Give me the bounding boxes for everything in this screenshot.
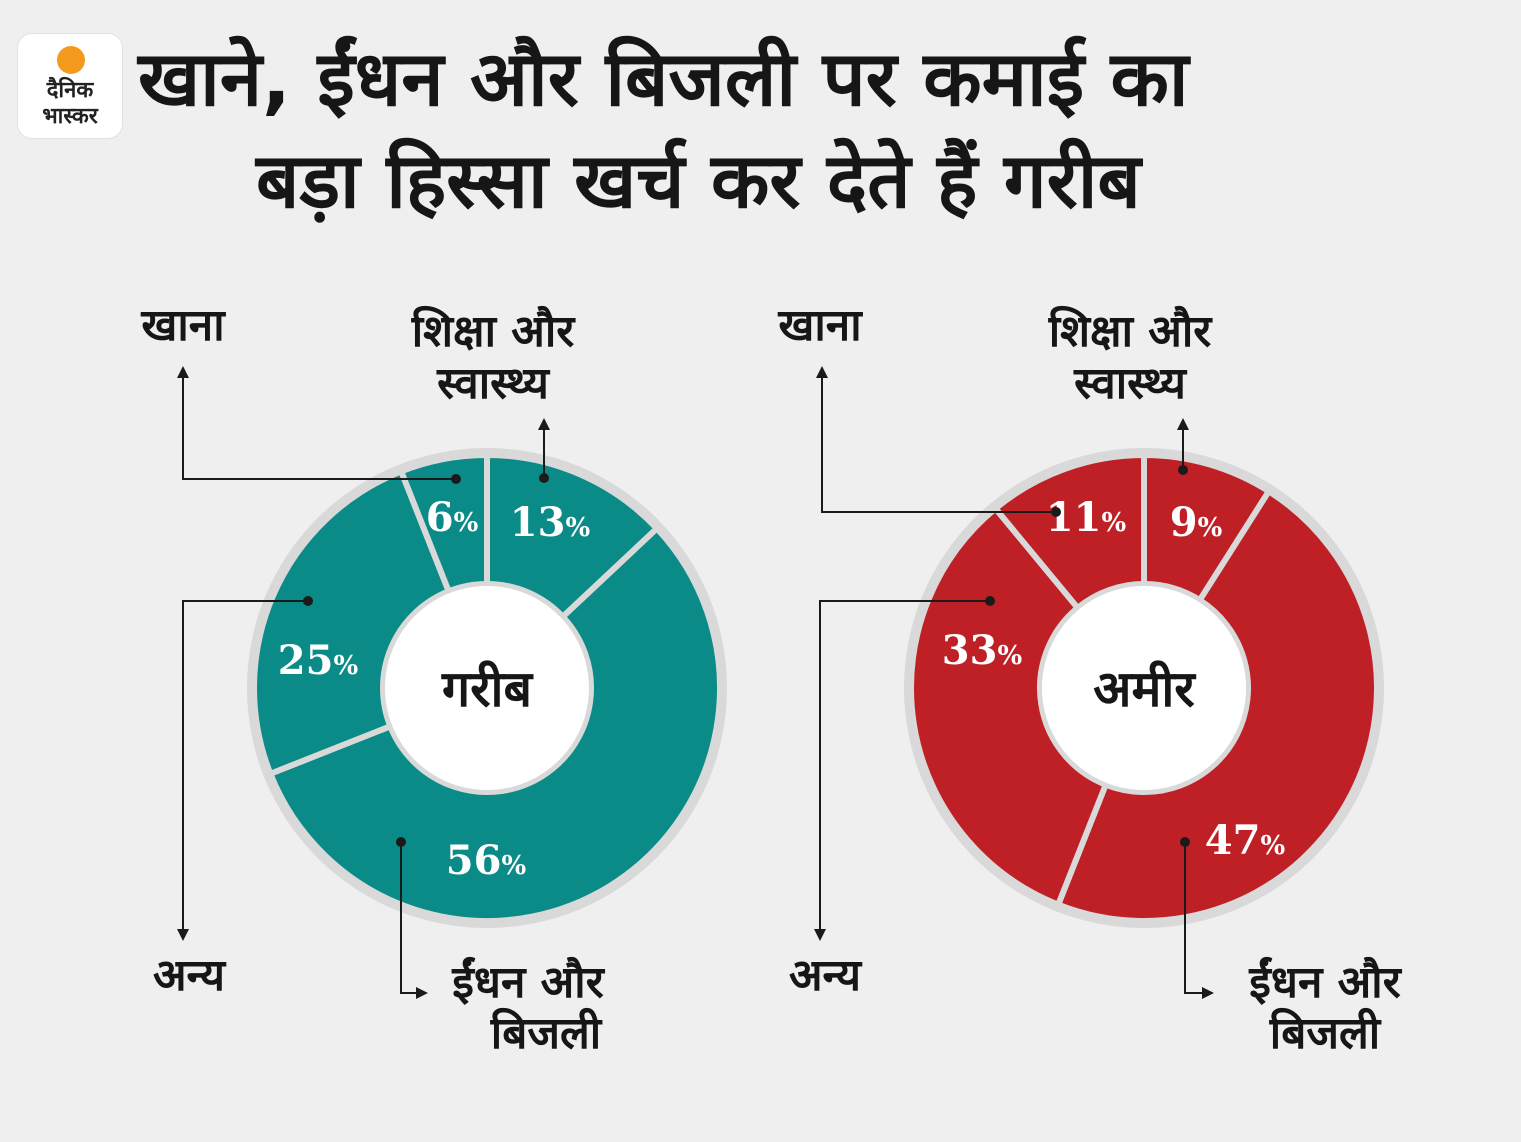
slice-value-label: 11% [1046, 494, 1127, 541]
donut-center-label: गरीब [441, 659, 535, 718]
donut-slice [397, 451, 490, 596]
slice-value-label: 33% [942, 627, 1023, 674]
donut-center [1042, 586, 1246, 790]
callout-dot [396, 837, 406, 847]
callout-line [1184, 842, 1210, 994]
title-line2: बड़ा हिस्सा खर्च कर देते हैं गरीब [256, 136, 1141, 225]
donut-slice [908, 504, 1110, 909]
callout-dot [985, 596, 995, 606]
arrow-head-icon [816, 366, 828, 378]
slice-value-label: 56% [446, 837, 527, 884]
arrow-head-icon [177, 366, 189, 378]
donut-center-label: अमीर [1093, 659, 1196, 718]
callout-line [182, 600, 308, 937]
title-line1: खाने, ईंधन और बिजली पर कमाई का [138, 34, 1189, 123]
slice-value-label: 13% [510, 499, 591, 546]
category-label: बिजली [490, 1007, 603, 1059]
brand-logo: दैनिक भास्कर [18, 34, 122, 138]
callout-dot [1180, 837, 1190, 847]
brand-name-line1: दैनिक [46, 78, 94, 103]
arrow-head-icon [1177, 418, 1189, 430]
category-label: अन्य [153, 950, 227, 1001]
category-label: स्वास्थ्य [436, 358, 550, 409]
callout-line [819, 600, 990, 937]
category-label: अन्य [789, 950, 863, 1001]
category-label: स्वास्थ्य [1073, 358, 1187, 409]
callout-dot [539, 473, 549, 483]
donut-chart-1: गरीब 13% 56% 25% 6% शिक्षा औरस्वास्थ्य ईंधन और… [140, 300, 727, 1059]
arrow-head-icon [177, 929, 189, 941]
category-label: शिक्षा और [411, 305, 577, 357]
donut-slice [484, 451, 662, 622]
callout-dot [451, 474, 461, 484]
donut-slice [991, 451, 1147, 613]
page-title: खाने, ईंधन और बिजली पर कमाई का बड़ा हिस्… [138, 28, 1508, 232]
category-label: खाना [777, 300, 863, 351]
callout-dot [1051, 507, 1061, 517]
donut-slice [266, 524, 723, 924]
donut-slice [251, 467, 453, 778]
donut-slice [1054, 487, 1380, 924]
slice-value-label: 9% [1170, 499, 1223, 546]
brand-name-line2: भास्कर [42, 104, 98, 129]
callout-line [182, 370, 456, 480]
callout-dot [303, 596, 313, 606]
donut-center [385, 586, 589, 790]
slice-value-label: 25% [278, 637, 359, 684]
slice-value-label: 6% [426, 494, 479, 541]
arrow-head-icon [814, 929, 826, 941]
category-label: खाना [140, 300, 226, 351]
arrow-head-icon [416, 987, 428, 999]
donut-chart-2: अमीर 9% 47% 33% 11% शिक्षा औरस्वास्थ्य ईंधन और… [777, 300, 1402, 1059]
category-label: ईंधन और [451, 956, 605, 1008]
arrow-head-icon [1202, 987, 1214, 999]
callout-dot [1178, 465, 1188, 475]
category-label: ईंधन और [1248, 956, 1402, 1008]
callout-line [821, 370, 1056, 513]
arrow-head-icon [538, 418, 550, 430]
sun-icon [57, 46, 85, 74]
slice-value-label: 47% [1205, 817, 1286, 864]
category-label: बिजली [1269, 1007, 1382, 1059]
category-label: शिक्षा और [1048, 305, 1214, 357]
